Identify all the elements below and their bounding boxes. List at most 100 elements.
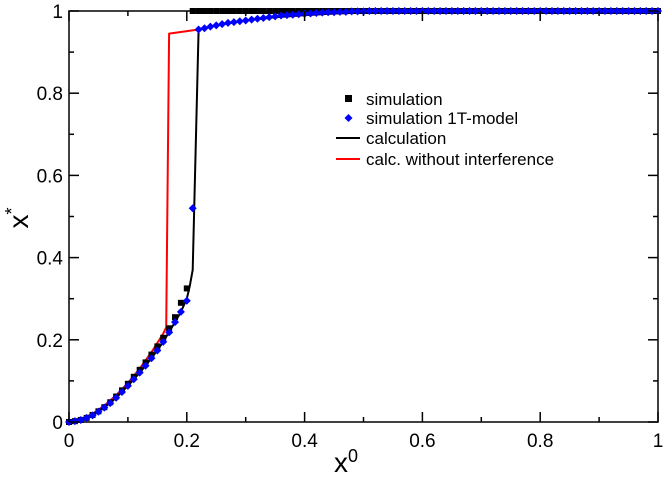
point-simulation-1t-model [224,18,233,27]
point-simulation-1t-model [512,7,521,15]
line-calc-without-interference [68,10,658,423]
point-simulation [154,343,161,350]
legend-marker-simulation-1t-model [344,114,353,122]
point-simulation [236,8,243,14]
point-simulation-1t-model [188,204,197,213]
point-simulation-1t-model [583,7,592,15]
series-calc-without-interference [68,10,658,423]
point-simulation [189,8,196,14]
legend-label-calculation: calculation [366,129,446,148]
point-simulation-1t-model [559,7,568,15]
point-simulation-1t-model [206,22,215,31]
y-tick-label: 0.8 [37,84,63,105]
point-simulation-1t-model [118,387,127,396]
point-simulation [207,8,214,14]
point-simulation-1t-model [353,7,362,16]
ticks-layer [68,10,659,423]
point-simulation-1t-model [176,307,185,316]
point-simulation-1t-model [494,7,503,15]
point-simulation-1t-model [200,24,209,33]
point-simulation-1t-model [642,7,651,15]
point-simulation [166,325,173,332]
point-simulation-1t-model [471,7,480,15]
y-axis-label: x* [2,207,34,228]
point-simulation-1t-model [318,8,327,17]
point-simulation-1t-model [624,7,633,15]
point-simulation [230,8,237,14]
point-simulation-1t-model [312,9,321,18]
legend: simulation simulation 1T-model calculati… [336,90,554,169]
point-simulation-1t-model [294,10,303,19]
point-simulation [266,8,273,14]
point-simulation [177,299,184,306]
point-simulation-1t-model [212,21,221,30]
y-axis-label-base: x [3,215,34,229]
point-simulation [201,8,208,14]
point-simulation-1t-model [94,407,103,416]
y-tick-label: 1 [52,2,63,23]
series-calculation [68,10,658,423]
point-simulation-1t-model [524,7,533,15]
point-simulation-1t-model [123,381,132,390]
legend-label-simulation-1t-model: simulation 1T-model [366,109,518,128]
point-simulation-1t-model [288,10,297,19]
point-simulation-1t-model [447,7,456,15]
plot-frame [68,10,659,423]
point-simulation-1t-model [229,18,238,27]
point-simulation-1t-model [141,361,150,370]
point-simulation-1t-model [630,7,639,15]
point-simulation-1t-model [70,417,79,426]
legend-marker-simulation [345,95,352,102]
point-simulation-1t-model [347,7,356,16]
x-tick-label: 0.6 [409,431,435,452]
point-simulation [195,8,202,14]
y-tick-label: 0 [52,413,63,434]
point-simulation-1t-model [589,7,598,15]
point-simulation-1t-model [377,7,386,15]
point-simulation-1t-model [112,393,121,402]
series-simulation-1t-model [65,7,662,426]
point-simulation-1t-model [553,7,562,15]
point-simulation-1t-model [571,7,580,15]
point-simulation-1t-model [383,7,392,15]
point-simulation-1t-model [88,411,97,420]
y-axis-label-superscript: * [2,207,22,214]
point-simulation-1t-model [341,7,350,16]
point-simulation-1t-model [565,7,574,15]
point-simulation-1t-model [153,346,162,355]
x-axis-label-superscript: 0 [348,446,358,466]
x-tick-label: 0.2 [174,431,200,452]
point-simulation-1t-model [100,403,109,412]
point-simulation-1t-model [430,7,439,15]
point-simulation-1t-model [436,7,445,15]
point-simulation-1t-model [330,8,339,17]
point-simulation-1t-model [506,7,515,15]
point-simulation-1t-model [165,328,174,337]
point-simulation [225,8,232,14]
point-simulation-1t-model [577,7,586,15]
legend-label-calc-without-interference: calc. without interference [366,150,554,169]
point-simulation-1t-model [483,7,492,15]
point-simulation-1t-model [282,11,291,20]
point-simulation-1t-model [600,7,609,15]
x-tick-label: 0.4 [291,431,318,452]
point-simulation-1t-model [247,15,256,24]
y-tick-label: 0.2 [37,331,63,352]
point-simulation-1t-model [135,368,144,377]
point-simulation-1t-model [129,375,138,384]
x-tick-label: 0.8 [527,431,553,452]
point-simulation [248,8,255,14]
point-simulation-1t-model [394,7,403,15]
point-simulation-1t-model [218,20,227,29]
point-simulation [272,8,279,14]
point-simulation-1t-model [271,12,280,21]
point-simulation [254,8,261,14]
point-simulation-1t-model [265,13,274,22]
point-simulation [283,8,290,14]
point-simulation-1t-model [489,7,498,15]
point-simulation-1t-model [400,7,409,15]
point-simulation [260,8,267,14]
point-simulation-1t-model [388,7,397,15]
series-simulation [66,8,661,425]
